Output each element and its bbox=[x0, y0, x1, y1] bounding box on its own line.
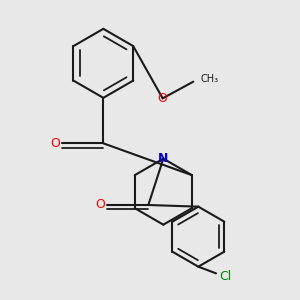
Text: Cl: Cl bbox=[219, 270, 231, 283]
Text: CH₃: CH₃ bbox=[201, 74, 219, 84]
Text: O: O bbox=[158, 92, 168, 105]
Text: N: N bbox=[158, 152, 169, 165]
Text: O: O bbox=[51, 137, 61, 150]
Text: O: O bbox=[96, 199, 106, 212]
